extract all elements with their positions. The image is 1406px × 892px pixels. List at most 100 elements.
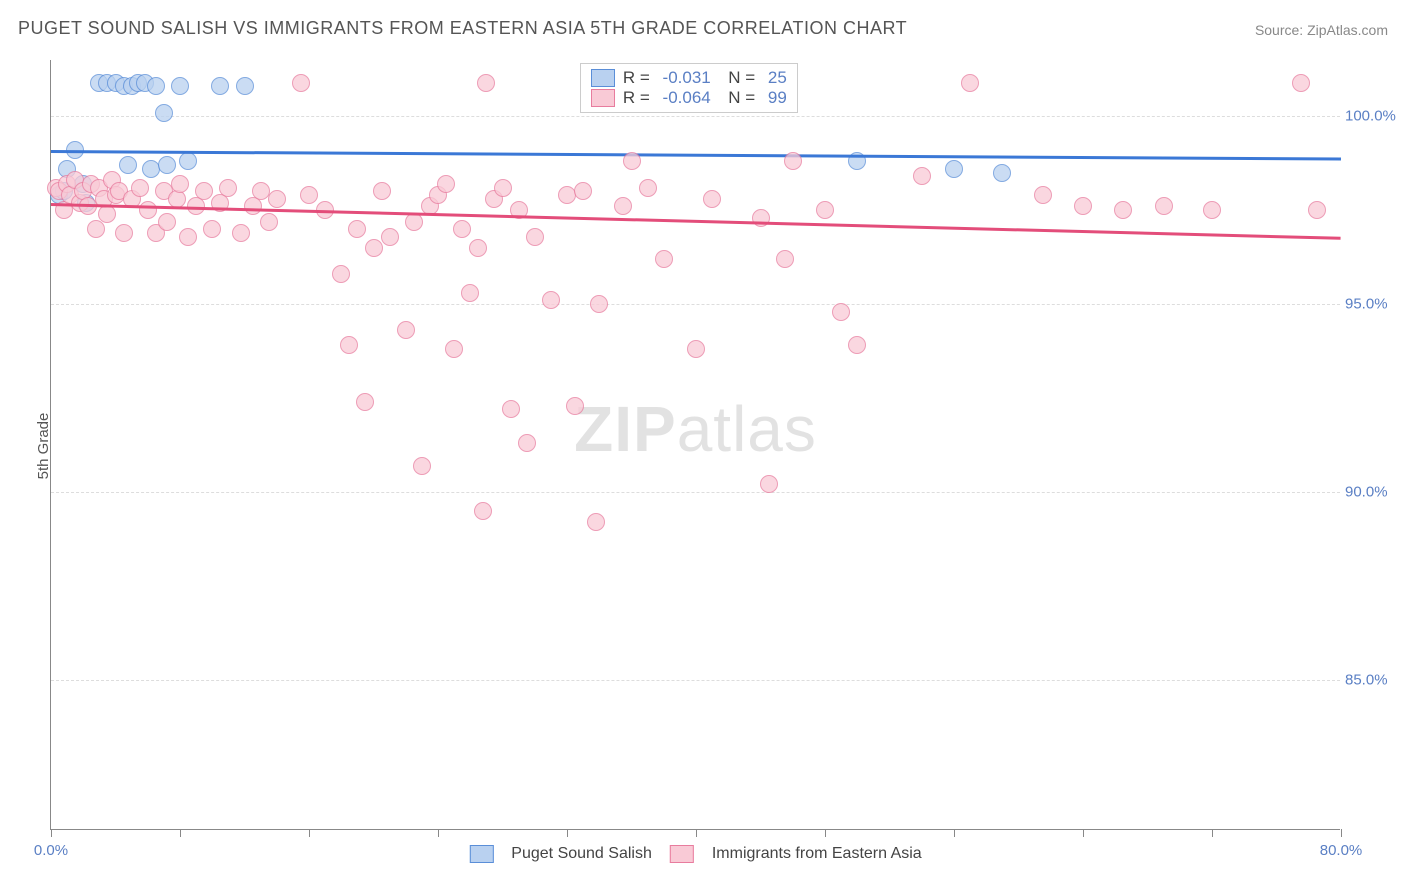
plot-area: ZIPatlas 85.0%90.0%95.0%100.0%0.0%80.0%R… xyxy=(50,60,1340,830)
chart-title: PUGET SOUND SALISH VS IMMIGRANTS FROM EA… xyxy=(18,18,907,39)
correlation-legend: R = -0.031 N = 25R = -0.064 N = 99 xyxy=(580,63,798,113)
scatter-point xyxy=(365,239,383,257)
scatter-point xyxy=(98,205,116,223)
scatter-point xyxy=(526,228,544,246)
scatter-point xyxy=(437,175,455,193)
scatter-point xyxy=(236,77,254,95)
scatter-point xyxy=(348,220,366,238)
legend-swatch xyxy=(591,89,615,107)
legend-n-value: 25 xyxy=(768,68,787,88)
scatter-point xyxy=(356,393,374,411)
scatter-point xyxy=(614,197,632,215)
scatter-point xyxy=(1155,197,1173,215)
y-tick-label: 90.0% xyxy=(1345,483,1400,500)
trend-line xyxy=(51,150,1341,161)
source-label: Source: ZipAtlas.com xyxy=(1255,22,1388,38)
scatter-point xyxy=(158,213,176,231)
x-tick xyxy=(825,829,826,837)
scatter-point xyxy=(119,156,137,174)
scatter-point xyxy=(1114,201,1132,219)
scatter-point xyxy=(413,457,431,475)
y-axis-label: 5th Grade xyxy=(35,413,52,480)
legend-row: R = -0.064 N = 99 xyxy=(591,88,787,108)
scatter-point xyxy=(477,74,495,92)
scatter-point xyxy=(1034,186,1052,204)
scatter-point xyxy=(832,303,850,321)
gridline xyxy=(51,492,1340,493)
x-tick xyxy=(309,829,310,837)
scatter-point xyxy=(961,74,979,92)
y-tick-label: 100.0% xyxy=(1345,108,1400,125)
watermark: ZIPatlas xyxy=(574,392,817,466)
legend-row: R = -0.031 N = 25 xyxy=(591,68,787,88)
scatter-point xyxy=(171,175,189,193)
scatter-point xyxy=(494,179,512,197)
scatter-point xyxy=(542,291,560,309)
scatter-point xyxy=(155,104,173,122)
x-tick xyxy=(1212,829,1213,837)
x-tick xyxy=(1083,829,1084,837)
gridline xyxy=(51,680,1340,681)
legend-r-value: -0.031 xyxy=(663,68,711,88)
scatter-point xyxy=(566,397,584,415)
scatter-point xyxy=(1292,74,1310,92)
gridline xyxy=(51,116,1340,117)
scatter-point xyxy=(115,224,133,242)
scatter-point xyxy=(913,167,931,185)
scatter-point xyxy=(300,186,318,204)
y-tick-label: 95.0% xyxy=(1345,296,1400,313)
legend-series-name: Immigrants from Eastern Asia xyxy=(712,845,922,863)
scatter-point xyxy=(332,265,350,283)
legend-swatch xyxy=(469,845,493,863)
scatter-point xyxy=(993,164,1011,182)
scatter-point xyxy=(397,321,415,339)
scatter-point xyxy=(502,400,520,418)
scatter-point xyxy=(340,336,358,354)
scatter-point xyxy=(760,475,778,493)
x-tick xyxy=(1341,829,1342,837)
scatter-point xyxy=(848,336,866,354)
scatter-point xyxy=(453,220,471,238)
scatter-point xyxy=(179,228,197,246)
scatter-point xyxy=(639,179,657,197)
x-tick-label: 80.0% xyxy=(1320,842,1363,859)
legend-n-value: 99 xyxy=(768,88,787,108)
scatter-point xyxy=(211,77,229,95)
x-tick xyxy=(180,829,181,837)
scatter-point xyxy=(171,77,189,95)
scatter-point xyxy=(945,160,963,178)
scatter-point xyxy=(1074,197,1092,215)
scatter-point xyxy=(776,250,794,268)
legend-series-name: Puget Sound Salish xyxy=(511,845,652,863)
scatter-point xyxy=(703,190,721,208)
scatter-point xyxy=(244,197,262,215)
watermark-atlas: atlas xyxy=(677,393,817,465)
scatter-point xyxy=(147,77,165,95)
legend-r-label: R = xyxy=(623,88,655,108)
scatter-point xyxy=(469,239,487,257)
scatter-point xyxy=(195,182,213,200)
legend-swatch xyxy=(670,845,694,863)
scatter-point xyxy=(381,228,399,246)
scatter-point xyxy=(219,179,237,197)
x-tick xyxy=(954,829,955,837)
scatter-point xyxy=(252,182,270,200)
watermark-zip: ZIP xyxy=(574,393,677,465)
scatter-point xyxy=(655,250,673,268)
scatter-point xyxy=(158,156,176,174)
scatter-point xyxy=(203,220,221,238)
scatter-point xyxy=(687,340,705,358)
legend-r-value: -0.064 xyxy=(663,88,711,108)
scatter-point xyxy=(179,152,197,170)
scatter-point xyxy=(590,295,608,313)
legend-n-label: N = xyxy=(719,88,760,108)
scatter-point xyxy=(816,201,834,219)
scatter-point xyxy=(574,182,592,200)
legend-n-label: N = xyxy=(719,68,760,88)
x-tick xyxy=(567,829,568,837)
scatter-point xyxy=(268,190,286,208)
scatter-point xyxy=(1308,201,1326,219)
scatter-point xyxy=(784,152,802,170)
scatter-point xyxy=(260,213,278,231)
series-legend: Puget Sound Salish Immigrants from Easter… xyxy=(469,845,921,863)
